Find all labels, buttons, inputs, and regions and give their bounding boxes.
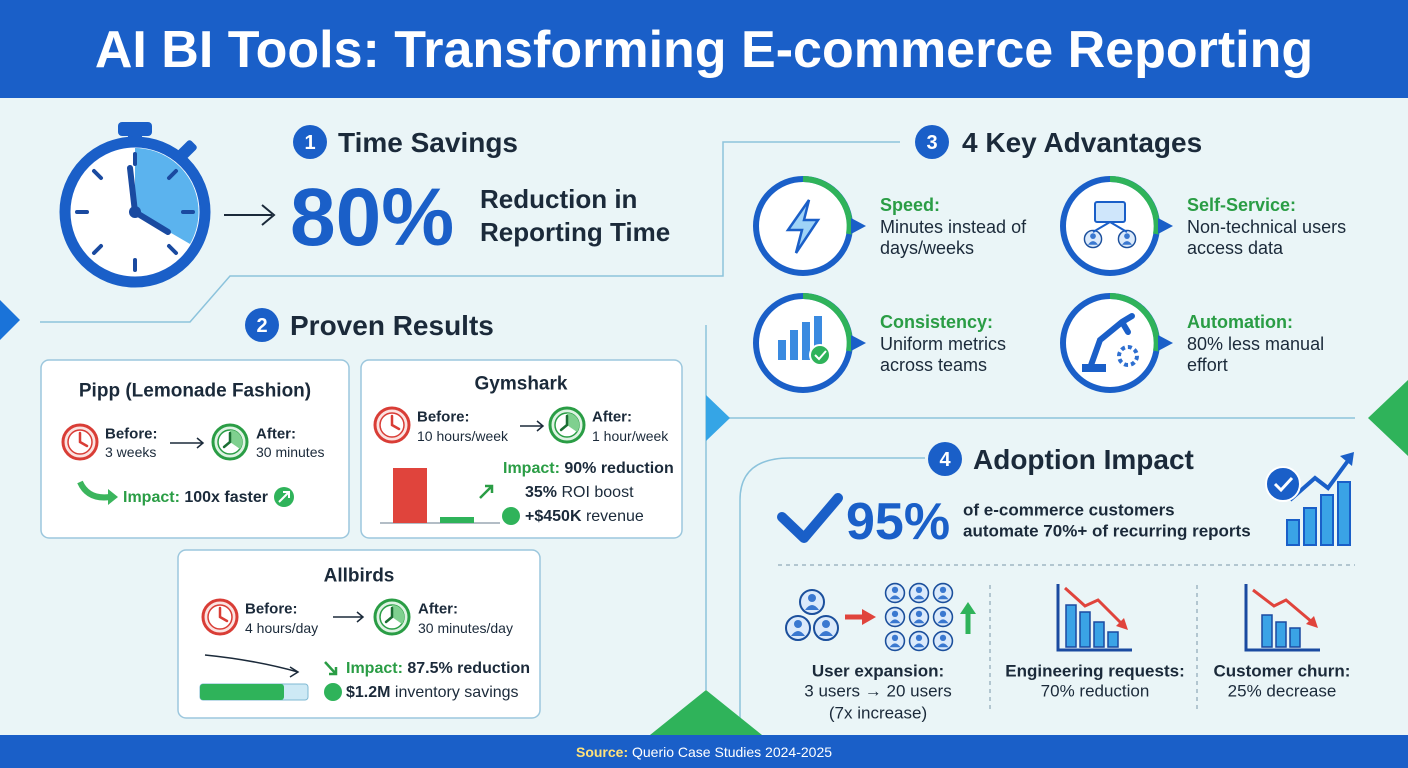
progress-bar — [200, 684, 284, 700]
advantage-icons — [753, 176, 1173, 393]
side-marker — [706, 395, 730, 441]
section-title: Adoption Impact — [973, 444, 1194, 475]
cards — [40, 359, 683, 719]
stat: 95% — [846, 493, 951, 551]
before-label: Before: — [417, 408, 470, 426]
after-label: After: — [256, 425, 296, 443]
impact-text: 100x faster — [184, 489, 268, 506]
connectors — [40, 141, 1355, 735]
small-arrows — [170, 420, 545, 678]
side-marker — [1368, 380, 1408, 456]
impact-text: 87.5% reduction — [407, 660, 531, 677]
advantage-title: Speed: — [880, 195, 941, 215]
before-label: Before: — [105, 425, 158, 443]
after-label: After: — [592, 408, 632, 426]
impact-label: Impact: — [346, 660, 403, 677]
page-title: AI BI Tools: Transforming E-commerce Rep… — [94, 21, 1314, 79]
impact-label: Impact: — [503, 460, 560, 477]
metric-label: Customer churn: — [1213, 661, 1351, 681]
before-value: 10 hours/week — [417, 428, 509, 444]
advantage-text: across teams — [880, 355, 988, 375]
impact-arrow — [108, 489, 118, 505]
user-icon — [785, 582, 976, 652]
advantage-text: access data — [1187, 238, 1284, 258]
source-text: Querio Case Studies 2024-2025 — [631, 744, 833, 760]
advantage-text: Minutes instead of — [880, 217, 1027, 237]
impact-text: 90% reduction — [564, 460, 674, 477]
arrow — [224, 204, 276, 226]
advantage-title: Consistency: — [880, 312, 994, 332]
badges — [245, 125, 962, 476]
stopwatch-icon — [59, 122, 211, 288]
side-marker — [0, 300, 20, 340]
footer-source: Source: Querio Case Studies 2024-2025 — [576, 745, 832, 759]
advantage-text: Non-technical users — [1187, 217, 1347, 237]
section-title: Time Savings — [338, 127, 519, 158]
metric-value: 3 users → 20 users — [804, 681, 952, 701]
after-value: 1 hour/week — [592, 428, 669, 444]
advantage-title: Self-Service: — [1187, 195, 1297, 215]
case-name: Gymshark — [474, 373, 568, 395]
impact-label: 35% — [525, 484, 558, 501]
metric-value: 25% decrease — [1227, 681, 1337, 701]
impact-label: Impact: — [123, 489, 180, 506]
impact-arrow — [77, 480, 111, 501]
after-value: 30 minutes/day — [418, 620, 513, 636]
advantage-title: Automation: — [1187, 312, 1293, 332]
dividers — [778, 564, 1355, 712]
stat-text: automate 70%+ of recurring reports — [963, 521, 1251, 541]
impact-text: ROI boost — [561, 484, 634, 501]
down-icon — [324, 661, 338, 676]
stat-text: Reporting Time — [480, 217, 671, 247]
case-name: Allbirds — [323, 565, 395, 587]
stat-text: Reduction in — [480, 184, 638, 214]
impact: Impact: 90% reduction — [503, 461, 674, 477]
section-number: 1 — [304, 132, 316, 154]
impact-label: $1.2M — [346, 684, 391, 701]
after-value: 30 minutes — [256, 444, 325, 460]
impact: Impact: 100x faster — [123, 490, 268, 506]
impact-label: +$450K — [525, 508, 582, 525]
impact-text: inventory savings — [394, 684, 519, 701]
dollar-icon — [502, 507, 520, 525]
metric-label: Engineering requests: — [1005, 661, 1185, 681]
before-value: 3 weeks — [105, 444, 157, 460]
after-label: After: — [418, 600, 458, 618]
section-number: 4 — [939, 449, 951, 471]
section-number: 2 — [256, 315, 268, 337]
impact: 35% ROI boost — [525, 485, 634, 501]
impact: $1.2M inventory savings — [346, 685, 519, 701]
metric-value: (7x increase) — [828, 703, 928, 723]
footer-band — [0, 735, 1408, 768]
mini-chart — [380, 468, 500, 524]
up-icon — [278, 491, 290, 503]
advantage-text: Uniform metrics — [880, 334, 1007, 354]
dollar-icon — [324, 683, 342, 701]
stat-text: of e-commerce customers — [963, 500, 1175, 520]
decline-icon — [1056, 584, 1320, 652]
check-icon — [777, 493, 843, 543]
section-title: 4 Key Advantages — [962, 127, 1203, 158]
advantage-text: effort — [1187, 355, 1228, 375]
impact-text: revenue — [585, 508, 644, 525]
before-label: Before: — [245, 600, 298, 618]
section-number: 3 — [926, 132, 938, 154]
bottom-marker — [650, 690, 762, 735]
case-name: Pipp (Lemonade Fashion) — [78, 380, 312, 402]
advantage-text: days/weeks — [880, 238, 975, 258]
section-title: Proven Results — [290, 310, 494, 341]
impact: Impact: 87.5% reduction — [346, 661, 530, 677]
up-icon — [479, 484, 494, 499]
metric-value: 70% reduction — [1040, 681, 1150, 701]
before-value: 4 hours/day — [245, 620, 319, 636]
stat: 80% — [290, 172, 455, 263]
impact: +$450K revenue — [525, 509, 644, 525]
advantage-text: 80% less manual — [1187, 334, 1325, 354]
source-label: Source: — [575, 744, 629, 760]
growth-icon — [1265, 452, 1354, 546]
header-band — [0, 0, 1408, 98]
metric-label: User expansion: — [811, 661, 945, 681]
